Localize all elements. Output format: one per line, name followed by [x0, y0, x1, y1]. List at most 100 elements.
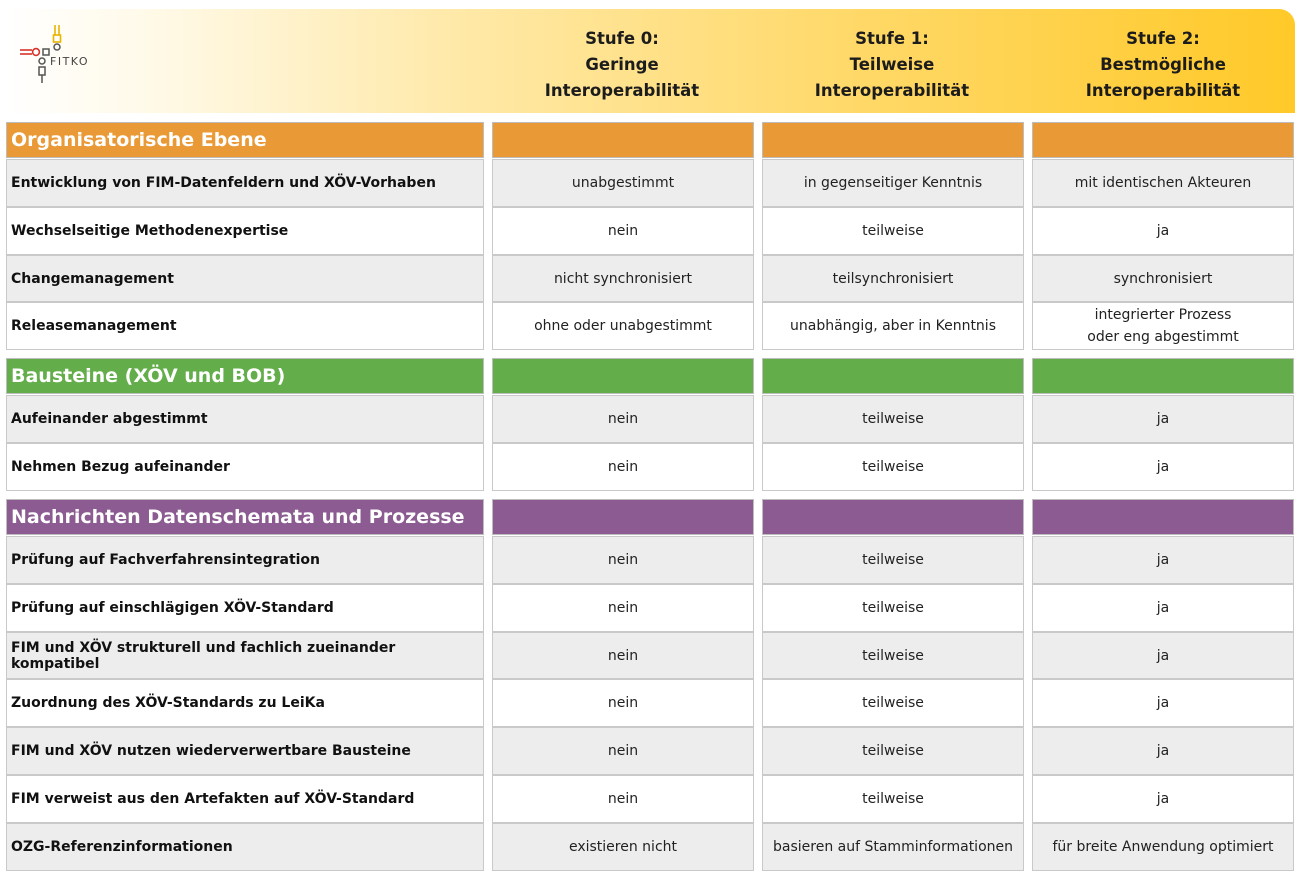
- stage-2-value-cell: ja: [1032, 536, 1294, 584]
- cell-value: ja: [1156, 791, 1170, 807]
- cell-value: nein: [607, 600, 639, 616]
- row-label: Aufeinander abgestimmt: [11, 411, 208, 427]
- section-header-cell: [1032, 358, 1294, 394]
- stage-2-heading: Stufe 2: Bestmögliche Interoperabilität: [1085, 29, 1241, 100]
- stage-2-value-cell: ja: [1032, 207, 1294, 255]
- stage-0-value-cell: nein: [492, 536, 754, 584]
- cell-value: ja: [1156, 600, 1170, 616]
- stage-0-value-cell: nein: [492, 679, 754, 727]
- section-title: Bausteine (XÖV und BOB): [6, 358, 484, 394]
- cell-value: für breite Anwendung optimiert: [1052, 839, 1274, 855]
- stage-0-value-cell: nein: [492, 395, 754, 443]
- stage-1-value-cell: teilweise: [762, 584, 1024, 632]
- section-header-cell: [762, 358, 1024, 394]
- cell-value: ja: [1156, 411, 1170, 427]
- row-label-cell: FIM und XÖV strukturell und fachlich zue…: [6, 632, 484, 679]
- section-header-cell: [1032, 122, 1294, 158]
- stage-1-value-cell: basieren auf Stamminformationen: [762, 823, 1024, 871]
- cell-value: teilweise: [862, 600, 924, 616]
- stage-1-value-cell: teilweise: [762, 395, 1024, 443]
- logo-text: FITKO: [50, 55, 89, 68]
- cell-value: teilweise: [862, 791, 924, 807]
- stage-1-value-cell: teilsynchronisiert: [762, 255, 1024, 302]
- cell-value: integrierter Prozess oder eng abgestimmt: [1087, 307, 1239, 345]
- cell-value: nein: [607, 411, 639, 427]
- section-header-cell: [1032, 499, 1294, 535]
- cell-value: ja: [1156, 695, 1170, 711]
- row-label-cell: Entwicklung von FIM-Datenfeldern und XÖV…: [6, 159, 484, 207]
- row-label-cell: Releasemanagement: [6, 302, 484, 350]
- cell-value: nein: [607, 552, 639, 568]
- cell-value: nein: [607, 695, 639, 711]
- cell-value: teilweise: [862, 459, 924, 475]
- stage-0-value-cell: nein: [492, 727, 754, 775]
- stage-0-value-cell: nein: [492, 632, 754, 679]
- cell-value: nein: [607, 223, 639, 239]
- section-title: Organisatorische Ebene: [6, 122, 484, 158]
- stage-0-value-cell: unabgestimmt: [492, 159, 754, 207]
- header-banner: FITKO Stufe 0: Geringe Interoperabilität S…: [6, 9, 1295, 113]
- stage-2-value-cell: ja: [1032, 584, 1294, 632]
- cell-value: ja: [1156, 552, 1170, 568]
- section-header-cell: [762, 499, 1024, 535]
- section-title: Nachrichten Datenschemata und Prozesse: [6, 499, 484, 535]
- stage-0-value-cell: nein: [492, 207, 754, 255]
- cell-value: teilweise: [862, 647, 924, 664]
- stage-2-value-cell: mit identischen Akteuren: [1032, 159, 1294, 207]
- cell-value: ja: [1156, 743, 1170, 759]
- stage-0-value-cell: nein: [492, 584, 754, 632]
- stage-0-heading: Stufe 0: Geringe Interoperabilität: [544, 29, 700, 100]
- stage-2-value-cell: ja: [1032, 775, 1294, 823]
- row-label: FIM und XÖV nutzen wiederverwertbare Bau…: [11, 743, 411, 759]
- stage-0-value-cell: nein: [492, 775, 754, 823]
- stage-1-value-cell: teilweise: [762, 443, 1024, 491]
- cell-value: ja: [1156, 647, 1170, 664]
- section-header-cell: [492, 499, 754, 535]
- cell-value: unabhängig, aber in Kenntnis: [790, 318, 996, 334]
- cell-value: in gegenseitiger Kenntnis: [803, 175, 983, 191]
- stage-2-value-cell: integrierter Prozess oder eng abgestimmt: [1032, 302, 1294, 350]
- stage-1-value-cell: teilweise: [762, 632, 1024, 679]
- cell-value: teilsynchronisiert: [832, 270, 954, 287]
- row-label-cell: OZG-Referenzinformationen: [6, 823, 484, 871]
- cell-value: nein: [607, 743, 639, 759]
- row-label: Entwicklung von FIM-Datenfeldern und XÖV…: [11, 175, 436, 191]
- stage-1-heading: Stufe 1: Teilweise Interoperabilität: [814, 29, 970, 100]
- cell-value: ja: [1156, 459, 1170, 475]
- stage-1-value-cell: in gegenseitiger Kenntnis: [762, 159, 1024, 207]
- cell-value: teilweise: [862, 695, 924, 711]
- cell-value: ja: [1156, 223, 1170, 239]
- stage-1-value-cell: teilweise: [762, 727, 1024, 775]
- row-label-cell: Zuordnung des XÖV-Standards zu LeiKa: [6, 679, 484, 727]
- row-label-cell: Nehmen Bezug aufeinander: [6, 443, 484, 491]
- cell-value: teilweise: [862, 223, 924, 239]
- stage-2-value-cell: ja: [1032, 727, 1294, 775]
- row-label-cell: Prüfung auf Fachverfahrensintegration: [6, 536, 484, 584]
- stage-1-value-cell: teilweise: [762, 207, 1024, 255]
- row-label-cell: FIM und XÖV nutzen wiederverwertbare Bau…: [6, 727, 484, 775]
- section-header-cell: [492, 122, 754, 158]
- row-label-cell: Wechselseitige Methodenexpertise: [6, 207, 484, 255]
- row-label: Zuordnung des XÖV-Standards zu LeiKa: [11, 695, 325, 711]
- stage-1-value-cell: teilweise: [762, 536, 1024, 584]
- row-label: Changemanagement: [11, 270, 174, 287]
- row-label: Releasemanagement: [11, 318, 177, 334]
- stage-2-value-cell: ja: [1032, 632, 1294, 679]
- cell-value: nicht synchronisiert: [553, 270, 693, 287]
- row-label: Wechselseitige Methodenexpertise: [11, 223, 289, 239]
- row-label: Nehmen Bezug aufeinander: [11, 459, 230, 475]
- cell-value: mit identischen Akteuren: [1074, 175, 1252, 191]
- stage-1-value-cell: teilweise: [762, 775, 1024, 823]
- section-header-cell: [762, 122, 1024, 158]
- cell-value: unabgestimmt: [571, 175, 675, 191]
- stage-0-value-cell: ohne oder unabgestimmt: [492, 302, 754, 350]
- cell-value: basieren auf Stamminformationen: [773, 839, 1013, 855]
- cell-value: nein: [607, 647, 639, 664]
- row-label-cell: Prüfung auf einschlägigen XÖV-Standard: [6, 584, 484, 632]
- stage-2-value-cell: für breite Anwendung optimiert: [1032, 823, 1294, 871]
- cell-value: nein: [607, 791, 639, 807]
- row-label: OZG-Referenzinformationen: [11, 839, 233, 855]
- cell-value: teilweise: [862, 552, 924, 568]
- row-label-cell: FIM verweist aus den Artefakten auf XÖV-…: [6, 775, 484, 823]
- stage-0-value-cell: nein: [492, 443, 754, 491]
